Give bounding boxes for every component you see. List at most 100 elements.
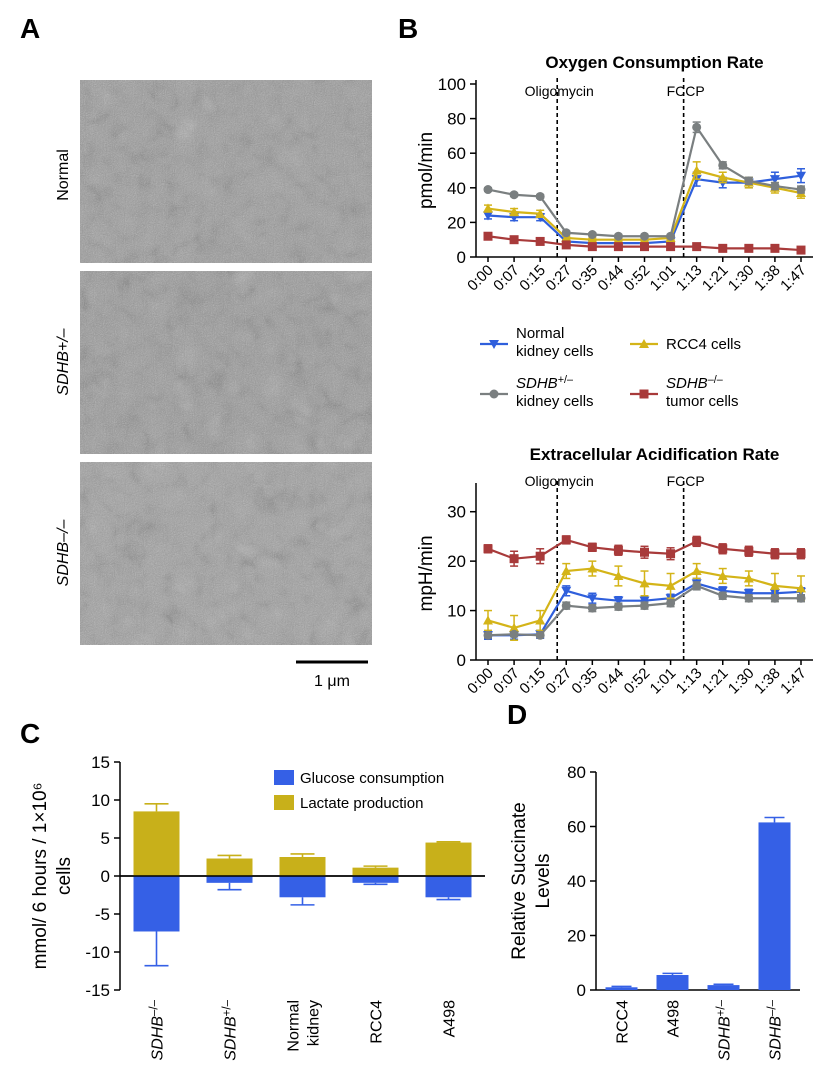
ecar-x-tick-label: 1:01 [647,665,680,698]
ocr-data-point [692,122,702,132]
ecar-data-point [587,563,598,573]
ecar-data-point [613,602,623,612]
glycolysis-y-tick-label: 15 [91,753,110,772]
ocr-data-point [509,235,519,245]
ecar-y-label: mpH/min [416,535,437,611]
ocr-data-point [718,243,728,253]
legend-marker [489,389,499,399]
ocr-data-point [483,231,493,241]
ecar-y-tick-label: 0 [457,651,466,670]
glycolysis-y-tick-label: 0 [101,867,110,886]
ocr-series-line [487,124,802,238]
legend-label: kidney cells [516,343,594,360]
ocr-x-tick-label: 0:35 [568,262,601,295]
succinate-y-tick-label: 40 [567,872,586,891]
legend-marker [639,339,649,348]
glycolysis-bar [425,876,472,898]
legend-label: SDHB–/– [666,374,723,392]
glycolysis-legend-swatch [274,770,294,785]
glycolysis-chart: -15 -10 -5 0 5 10 15 mmol/ 6 hours / 1×10⁶ cells… [30,753,485,1061]
micrograph-label-normal: Normal [55,149,72,201]
ecar-data-point [535,630,545,640]
ecar-x-tick-label: 1:47 [777,665,810,698]
legend-label: SDHB+/– [516,374,573,392]
glycolysis-category-label: Normal [286,1000,303,1052]
ecar-data-point [561,566,572,576]
ecar-x-tick-label: 0:07 [490,665,523,698]
succinate-category-label: SDHB+/– [715,999,733,1060]
ocr-data-point [613,231,623,241]
glycolysis-legend-label: Lactate production [300,795,423,812]
ecar-data-point [509,629,519,639]
ecar-data-point [666,598,676,608]
ecar-data-point [691,566,702,576]
succinate-category-label: A498 [666,1000,683,1037]
ecar-y-tick-label: 20 [447,552,466,571]
ecar-x-tick-label: 0:15 [516,665,549,698]
ecar-data-point [561,535,571,545]
ecar-data-point [509,622,520,632]
glycolysis-y-tick-label: -10 [85,943,110,962]
ecar-x-tick-label: 0:44 [595,665,628,698]
ocr-data-point [796,171,806,181]
panel-label-d: D [507,699,527,730]
glycolysis-y-label: cells [54,857,75,895]
succinate-bar [707,985,740,990]
ocr-data-point [718,160,728,170]
ecar-x-tick-label: 0:35 [568,665,601,698]
legend-label: Normal [516,325,564,342]
ocr-annotation-label: FCCP [667,83,705,99]
glycolysis-y-label: mmol/ 6 hours / 1×10⁶ [30,783,51,970]
ocr-y-tick-label: 80 [447,110,466,129]
ecar-data-point [483,615,493,625]
ocr-data-point [770,243,780,253]
ecar-annotation-label: FCCP [667,473,705,489]
succinate-y-tick-label: 0 [577,981,586,1000]
ocr-data-point [666,231,676,241]
ocr-x-tick-label: 0:27 [542,262,575,295]
ecar-data-point [770,549,780,559]
ocr-data-point [561,240,571,250]
ocr-data-point [692,242,702,252]
ocr-x-tick-label: 0:07 [490,262,523,295]
ecar-data-point [796,583,806,593]
ecar-y-tick-label: 30 [447,503,466,522]
ecar-data-point [744,593,754,603]
ecar-data-point [639,578,650,588]
ecar-data-point [509,554,519,564]
legend-label: tumor cells [666,393,739,410]
glycolysis-bar [352,876,399,883]
glycolysis-legend-label: Glucose consumption [300,770,444,787]
ocr-data-point [587,230,597,240]
ecar-x-tick-label: 0:00 [464,665,497,698]
ocr-data-point [796,245,806,255]
glycolysis-bar [206,858,253,876]
glycolysis-bar [133,876,180,932]
ecar-chart: Extracellular Acidification Rate 0 10 20 30 0… [416,445,813,697]
succinate-y-label: Relative Succinate [509,802,530,959]
ocr-data-point [613,242,623,252]
ocr-data-point [666,242,676,252]
ecar-annotation-label: Oligomycin [525,473,594,489]
glycolysis-bar [133,811,180,876]
micrograph-normal [80,80,372,263]
ecar-data-point [666,549,676,559]
glycolysis-legend-swatch [274,795,294,810]
ocr-data-point [535,191,545,201]
ecar-data-point [587,542,597,552]
micrograph-sdhb-het [80,271,372,454]
ecar-data-point [743,573,754,583]
ocr-data-point [640,242,649,252]
ocr-data-point [691,165,702,175]
ocr-y-tick-label: 20 [447,213,466,232]
ocr-y-tick-label: 60 [447,144,466,163]
glycolysis-category-label: A498 [442,1000,459,1037]
ecar-data-point [796,549,806,559]
legend-label: RCC4 cells [666,336,741,353]
ocr-data-point [509,207,520,217]
ecar-data-point [613,545,623,555]
ecar-data-point [692,536,702,546]
micrograph-label-sdhb-het: SDHB+/– [55,328,72,395]
